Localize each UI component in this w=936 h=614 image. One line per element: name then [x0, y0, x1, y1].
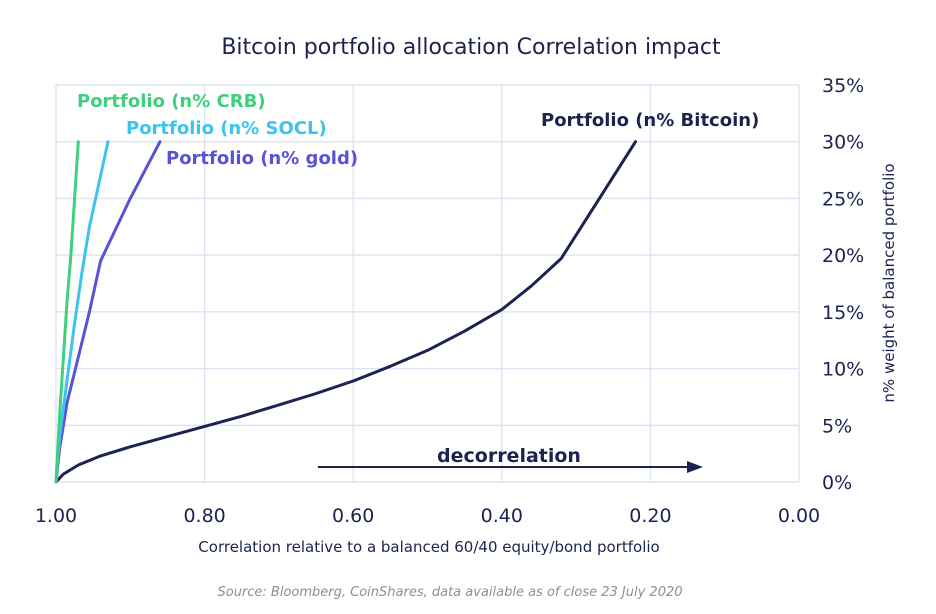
x-axis-ticks: 1.00 0.80 0.60 0.40 0.20 0.00 — [35, 505, 820, 527]
y-tick-label: 35% — [822, 75, 864, 97]
y-tick-label: 15% — [822, 302, 864, 324]
x-axis-label: Correlation relative to a balanced 60/40… — [198, 538, 659, 556]
chart-title: Bitcoin portfolio allocation Correlation… — [221, 35, 721, 60]
y-tick-label: 30% — [822, 132, 864, 154]
series-label: Portfolio (n% SOCL) — [126, 118, 327, 139]
y-tick-label: 10% — [822, 359, 864, 381]
x-tick-label: 0.00 — [778, 505, 820, 527]
series-lines — [54, 140, 637, 484]
series-line-portfolio-n-gold — [54, 140, 162, 484]
x-tick-label: 0.20 — [629, 505, 671, 527]
series-label: Portfolio (n% Bitcoin) — [541, 110, 759, 131]
x-tick-label: 0.60 — [332, 505, 374, 527]
x-tick-label: 0.40 — [481, 505, 523, 527]
y-axis-ticks: 0% 5% 10% 15% 20% 25% 30% 35% — [822, 75, 864, 494]
y-tick-label: 5% — [822, 415, 852, 437]
decorrelation-label: decorrelation — [437, 445, 581, 467]
y-tick-label: 20% — [822, 245, 864, 267]
decorrelation-annotation: decorrelation — [318, 445, 703, 473]
series-line-portfolio-n-bitcoin — [54, 140, 637, 484]
series-line-portfolio-n-socl — [54, 140, 110, 484]
series-label: Portfolio (n% CRB) — [77, 91, 266, 112]
series-label: Portfolio (n% gold) — [166, 148, 358, 169]
series-labels: Portfolio (n% Bitcoin) Portfolio (n% gold… — [77, 91, 759, 169]
y-axis-label: n% weight of balanced portfolio — [880, 163, 898, 402]
series-line-portfolio-n-crb — [54, 140, 80, 484]
source-note: Source: Bloomberg, CoinShares, data avai… — [217, 585, 682, 600]
x-tick-label: 0.80 — [183, 505, 225, 527]
grid — [55, 84, 800, 483]
y-tick-label: 0% — [822, 472, 852, 494]
y-tick-label: 25% — [822, 188, 864, 210]
x-tick-label: 1.00 — [35, 505, 77, 527]
decorrelation-arrow-head — [687, 461, 703, 473]
